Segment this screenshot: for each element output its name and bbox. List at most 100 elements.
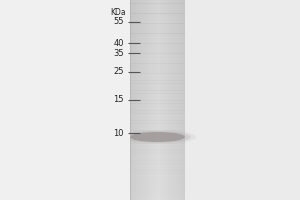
Bar	[130, 67, 185, 71]
Bar	[130, 153, 185, 157]
Bar	[130, 33, 185, 37]
Bar	[130, 80, 185, 84]
Bar	[180, 0, 182, 200]
Bar	[130, 147, 185, 150]
Bar	[175, 0, 176, 200]
Bar	[130, 170, 185, 174]
Bar	[130, 177, 185, 180]
Bar	[155, 0, 156, 200]
Bar	[130, 87, 185, 90]
Bar	[158, 0, 159, 200]
Bar	[166, 0, 167, 200]
Bar	[130, 160, 185, 164]
Bar	[177, 0, 178, 200]
Bar	[179, 0, 181, 200]
Bar	[130, 103, 185, 107]
Bar	[149, 0, 151, 200]
Bar	[150, 0, 152, 200]
Bar	[136, 0, 138, 200]
Bar	[130, 30, 185, 34]
Ellipse shape	[124, 131, 190, 143]
Bar	[130, 110, 185, 114]
Bar	[130, 10, 185, 14]
Bar	[130, 27, 185, 30]
Bar	[170, 0, 172, 200]
Text: 40: 40	[113, 38, 124, 47]
Bar	[174, 0, 176, 200]
Bar	[130, 140, 185, 144]
Bar	[169, 0, 171, 200]
Bar	[183, 0, 184, 200]
Bar	[138, 0, 140, 200]
Bar	[182, 0, 184, 200]
Bar	[130, 23, 185, 27]
Bar	[132, 0, 133, 200]
Bar	[173, 0, 175, 200]
Bar	[165, 0, 166, 200]
Bar	[133, 0, 134, 200]
Text: 10: 10	[113, 129, 124, 138]
Bar	[176, 0, 177, 200]
Bar	[144, 0, 145, 200]
Bar	[130, 77, 185, 80]
Bar	[146, 0, 147, 200]
Bar	[136, 0, 137, 200]
Bar	[139, 0, 141, 200]
Bar	[130, 117, 185, 120]
Bar	[130, 0, 185, 4]
Bar	[142, 0, 143, 200]
Bar	[130, 40, 185, 44]
Bar	[130, 150, 185, 154]
Bar	[151, 0, 152, 200]
Bar	[164, 0, 165, 200]
Bar	[130, 163, 185, 167]
Bar	[130, 93, 185, 97]
Bar	[130, 137, 185, 140]
Bar	[130, 97, 185, 100]
Bar	[130, 157, 185, 160]
Bar	[130, 3, 185, 7]
Bar	[158, 0, 160, 200]
Bar	[130, 183, 185, 187]
Bar	[168, 0, 169, 200]
Bar	[130, 167, 185, 171]
Bar	[130, 7, 185, 10]
Bar	[130, 13, 185, 17]
Bar	[130, 113, 185, 117]
Bar	[130, 73, 185, 77]
Bar	[137, 0, 139, 200]
Text: 15: 15	[113, 96, 124, 104]
Bar	[161, 0, 163, 200]
Text: 25: 25	[113, 68, 124, 76]
Bar	[131, 0, 132, 200]
Bar	[130, 47, 185, 50]
Bar	[169, 0, 170, 200]
Bar	[134, 0, 135, 200]
Bar	[130, 123, 185, 127]
Ellipse shape	[119, 130, 196, 144]
Text: 55: 55	[113, 18, 124, 26]
Bar	[160, 0, 162, 200]
Bar	[143, 0, 144, 200]
Bar	[141, 0, 142, 200]
Bar	[159, 0, 161, 200]
Bar	[171, 0, 173, 200]
Bar	[146, 0, 148, 200]
Bar	[130, 120, 185, 124]
Bar	[147, 0, 149, 200]
Bar	[153, 0, 154, 200]
Bar	[185, 0, 300, 200]
Bar	[135, 0, 136, 200]
Bar	[130, 187, 185, 190]
Bar	[130, 190, 185, 194]
Bar	[130, 107, 185, 110]
Bar	[130, 50, 185, 54]
Bar	[172, 0, 174, 200]
Bar	[178, 0, 179, 200]
Bar	[130, 90, 185, 94]
Bar	[130, 20, 185, 24]
Bar	[152, 0, 153, 200]
Bar	[130, 197, 185, 200]
Bar	[0, 0, 130, 200]
Bar	[145, 0, 146, 200]
